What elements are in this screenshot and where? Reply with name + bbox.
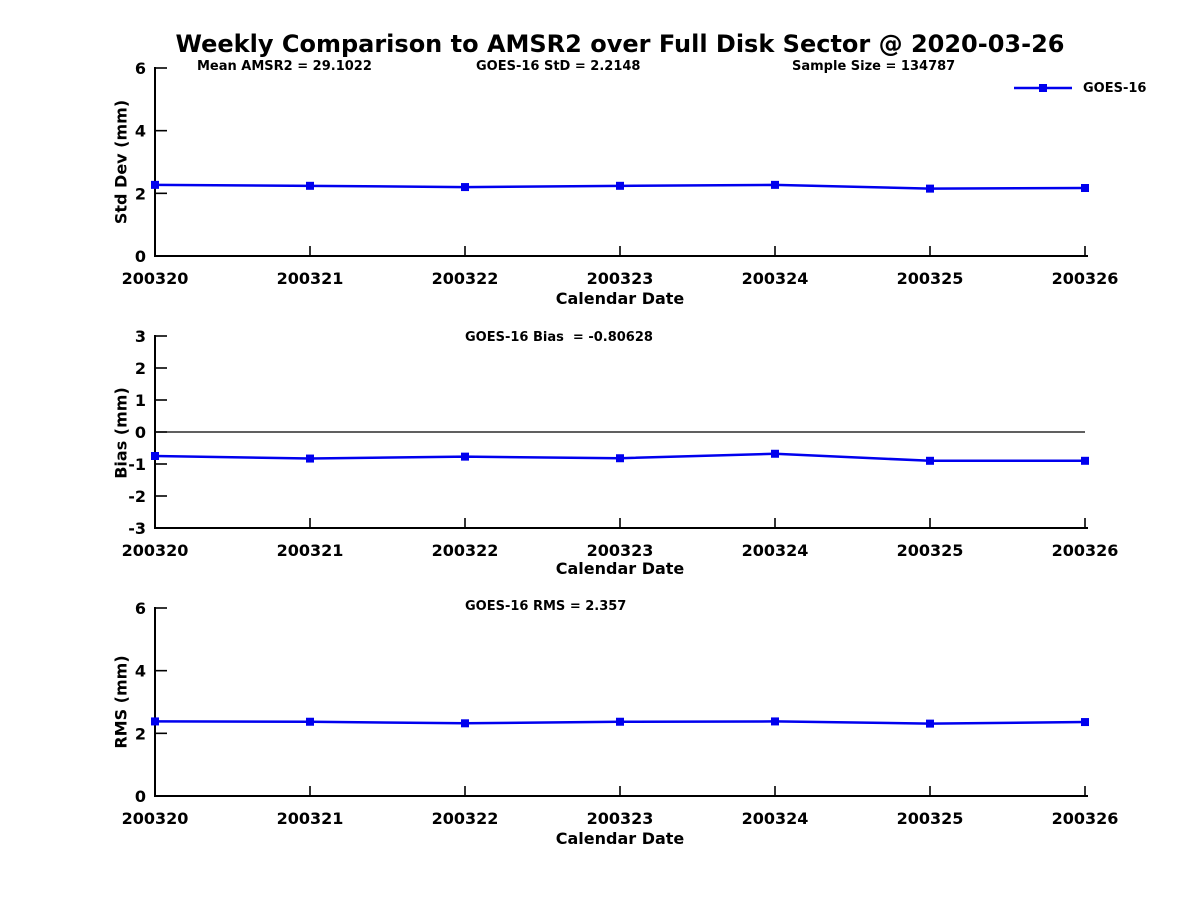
y-tick-label: 0: [135, 423, 146, 442]
stat-sample-size: Sample Size = 134787: [792, 59, 956, 74]
series-marker: [1081, 184, 1089, 193]
chart-title: Weekly Comparison to AMSR2 over Full Dis…: [175, 30, 1065, 58]
y-axis-label-rms: RMS (mm): [111, 655, 131, 749]
series-marker: [306, 454, 314, 463]
series-marker: [926, 719, 934, 728]
x-tick-label: 200321: [277, 809, 344, 828]
y-tick-label: 6: [135, 599, 146, 618]
x-tick-label: 200320: [122, 541, 189, 560]
x-tick-label: 200320: [122, 809, 189, 828]
x-axis-label-rms: Calendar Date: [555, 829, 685, 848]
x-tick-label: 200325: [897, 809, 964, 828]
x-tick-label: 200326: [1052, 541, 1119, 560]
y-axis-label-std-dev: Std Dev (mm): [111, 99, 131, 225]
x-tick-label: 200322: [432, 269, 499, 288]
subplot-std-dev: 0 2 4 6 200320 200321 200322 200323 200324 200325…: [122, 59, 1119, 288]
series-marker: [306, 717, 314, 726]
y-tick-label: 0: [135, 787, 146, 806]
series-marker: [771, 449, 779, 458]
subplot-title-rms: GOES-16 RMS = 2.357: [465, 599, 627, 614]
y-tick-label: 2: [135, 724, 146, 743]
x-tick-label: 200323: [587, 269, 654, 288]
y-tick-label: -1: [128, 455, 146, 474]
y-tick-label: 2: [135, 184, 146, 203]
y-axis-label-bias: Bias (mm): [111, 387, 131, 479]
legend: GOES-16: [1012, 79, 1146, 97]
series-marker: [461, 719, 469, 728]
x-tick-label: 200323: [587, 541, 654, 560]
legend-label: GOES-16: [1083, 80, 1147, 96]
series-marker: [1081, 718, 1089, 727]
x-tick-label: 200326: [1052, 809, 1119, 828]
legend-square-marker-icon: [1039, 84, 1047, 92]
subplot-bias: -3 -2 -1 0 1 2 3 200320 200321 200322 200323 200324…: [122, 327, 1119, 560]
x-tick-label: 200326: [1052, 269, 1119, 288]
y-tick-label: -3: [128, 519, 146, 538]
x-axis-label-std-dev: Calendar Date: [555, 289, 685, 308]
series-marker: [151, 717, 159, 726]
stat-goes16-std: GOES-16 StD = 2.2148: [476, 59, 641, 74]
series-marker: [306, 181, 314, 190]
x-tick-label: 200322: [432, 809, 499, 828]
y-tick-label: 3: [135, 327, 146, 346]
y-tick-label: 4: [135, 662, 146, 681]
series-marker: [461, 183, 469, 192]
subplot-rms: 0 2 4 6 200320 200321 200322 200323 200324 200325…: [122, 599, 1119, 828]
series-marker: [151, 180, 159, 189]
series-marker: [771, 717, 779, 726]
y-tick-label: 6: [135, 59, 146, 78]
series-marker: [151, 452, 159, 460]
x-tick-label: 200325: [897, 541, 964, 560]
x-tick-label: 200321: [277, 269, 344, 288]
series-marker: [616, 717, 624, 726]
x-tick-label: 200324: [742, 809, 809, 828]
x-tick-label: 200324: [742, 269, 809, 288]
x-tick-label: 200322: [432, 541, 499, 560]
x-tick-label: 200320: [122, 269, 189, 288]
y-tick-label: 2: [135, 359, 146, 378]
series-marker: [1081, 456, 1089, 465]
subplot-title-bias: GOES-16 Bias = -0.80628: [465, 330, 653, 345]
series-marker: [616, 454, 624, 463]
x-tick-label: 200323: [587, 809, 654, 828]
series-marker: [461, 452, 469, 461]
legend-line-swatch-icon: [1014, 84, 1072, 92]
series-marker: [926, 456, 934, 465]
y-tick-label: -2: [128, 487, 146, 506]
y-tick-label: 1: [135, 391, 146, 410]
y-tick-label: 4: [135, 122, 146, 141]
x-axis-label-bias: Calendar Date: [555, 559, 685, 578]
y-tick-label: 0: [135, 247, 146, 266]
series-marker: [771, 180, 779, 189]
x-tick-label: 200325: [897, 269, 964, 288]
x-tick-label: 200324: [742, 541, 809, 560]
x-tick-label: 200321: [277, 541, 344, 560]
series-marker: [616, 181, 624, 190]
stat-mean-amsr2: Mean AMSR2 = 29.1022: [197, 59, 372, 74]
series-marker: [926, 184, 934, 193]
